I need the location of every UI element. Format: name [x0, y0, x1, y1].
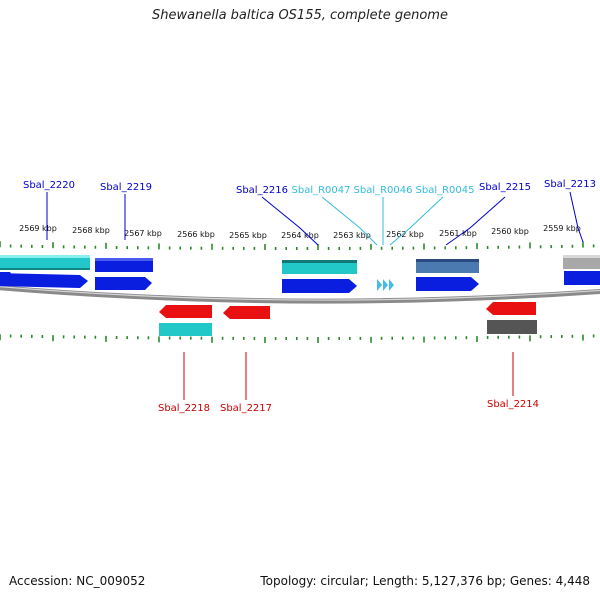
- kbp-label: 2563 kbp: [333, 231, 371, 240]
- kbp-label: 2562 kbp: [386, 230, 424, 239]
- top-leader-lines: [46, 191, 584, 246]
- feature-sbal-2214-cog[interactable]: [487, 320, 537, 334]
- gene-sbal-2215[interactable]: [416, 277, 479, 291]
- label-sbal-2217[interactable]: Sbal_2217: [220, 403, 272, 414]
- map-title: Shewanella baltica OS155, complete genom…: [152, 8, 448, 23]
- label-sbal-2213[interactable]: Sbal_2213: [544, 179, 596, 190]
- gene-sbal-2218[interactable]: [159, 305, 212, 318]
- gene-sbal-2219[interactable]: [95, 277, 152, 290]
- label-sbal-2219[interactable]: Sbal_2219: [100, 182, 152, 193]
- gene-sbal-2220[interactable]: [0, 273, 88, 288]
- feature-sbal-2219-cog[interactable]: [95, 258, 153, 272]
- gene-sbal-2216[interactable]: [282, 279, 357, 293]
- kbp-label: 2568 kbp: [72, 226, 110, 235]
- trna-cluster[interactable]: [377, 279, 394, 291]
- top-gene-labels: Sbal_2220 Sbal_2219 Sbal_2216 Sbal_R0047…: [23, 179, 596, 196]
- kbp-label: 2560 kbp: [491, 227, 529, 236]
- feature-sbal-2216-cog[interactable]: [282, 260, 357, 274]
- gene-sbal-r0045[interactable]: [389, 279, 394, 291]
- feature-sbal-2213-cog[interactable]: [563, 255, 600, 269]
- label-sbal-r0047[interactable]: Sbal_R0047: [292, 185, 351, 196]
- kbp-label: 2569 kbp: [19, 224, 57, 233]
- genome-summary: Topology: circular; Length: 5,127,376 bp…: [260, 574, 590, 588]
- label-sbal-2216[interactable]: Sbal_2216: [236, 185, 288, 196]
- kbp-label: 2559 kbp: [543, 224, 581, 233]
- accession-label: Accession: NC_009052: [9, 574, 146, 588]
- kbp-label: 2561 kbp: [439, 229, 477, 238]
- reverse-strand-genes: [159, 302, 537, 336]
- kbp-label: 2565 kbp: [229, 231, 267, 240]
- gene-sbal-r0046[interactable]: [383, 279, 388, 291]
- feature-sbal-2220-cog[interactable]: [0, 255, 90, 270]
- feature-row-top-outer: [0, 255, 600, 274]
- label-sbal-r0045[interactable]: Sbal_R0045: [416, 185, 475, 196]
- gene-sbal-r0047[interactable]: [377, 279, 382, 291]
- label-sbal-r0046[interactable]: Sbal_R0046: [354, 185, 413, 196]
- genome-backbone-highlight: [0, 286, 600, 301]
- kbp-label: 2566 kbp: [177, 230, 215, 239]
- kbp-tick-labels: 2569 kbp 2568 kbp 2567 kbp 2566 kbp 2565 kbp…: [19, 224, 581, 240]
- label-sbal-2215[interactable]: Sbal_2215: [479, 182, 531, 193]
- feature-sbal-2215-cog[interactable]: [416, 259, 479, 273]
- label-sbal-2214[interactable]: Sbal_2214: [487, 399, 539, 410]
- gene-left-edge[interactable]: [0, 272, 14, 284]
- gene-sbal-2217[interactable]: [223, 306, 270, 319]
- gene-sbal-2214[interactable]: [486, 302, 536, 315]
- kbp-label: 2567 kbp: [124, 229, 162, 238]
- label-sbal-2220[interactable]: Sbal_2220: [23, 180, 75, 191]
- forward-strand-genes: [0, 271, 600, 293]
- top-tick-ruler: [0, 241, 595, 250]
- bottom-gene-labels: Sbal_2218 Sbal_2217 Sbal_2214: [158, 399, 539, 414]
- feature-sbal-2218-cog[interactable]: [159, 323, 212, 336]
- gene-sbal-2213[interactable]: [564, 271, 600, 285]
- bottom-tick-ruler: [0, 334, 595, 343]
- label-sbal-2218[interactable]: Sbal_2218: [158, 403, 210, 414]
- kbp-label: 2564 kbp: [281, 231, 319, 240]
- bottom-leader-lines: [183, 352, 514, 400]
- genome-backbone: [0, 285, 600, 304]
